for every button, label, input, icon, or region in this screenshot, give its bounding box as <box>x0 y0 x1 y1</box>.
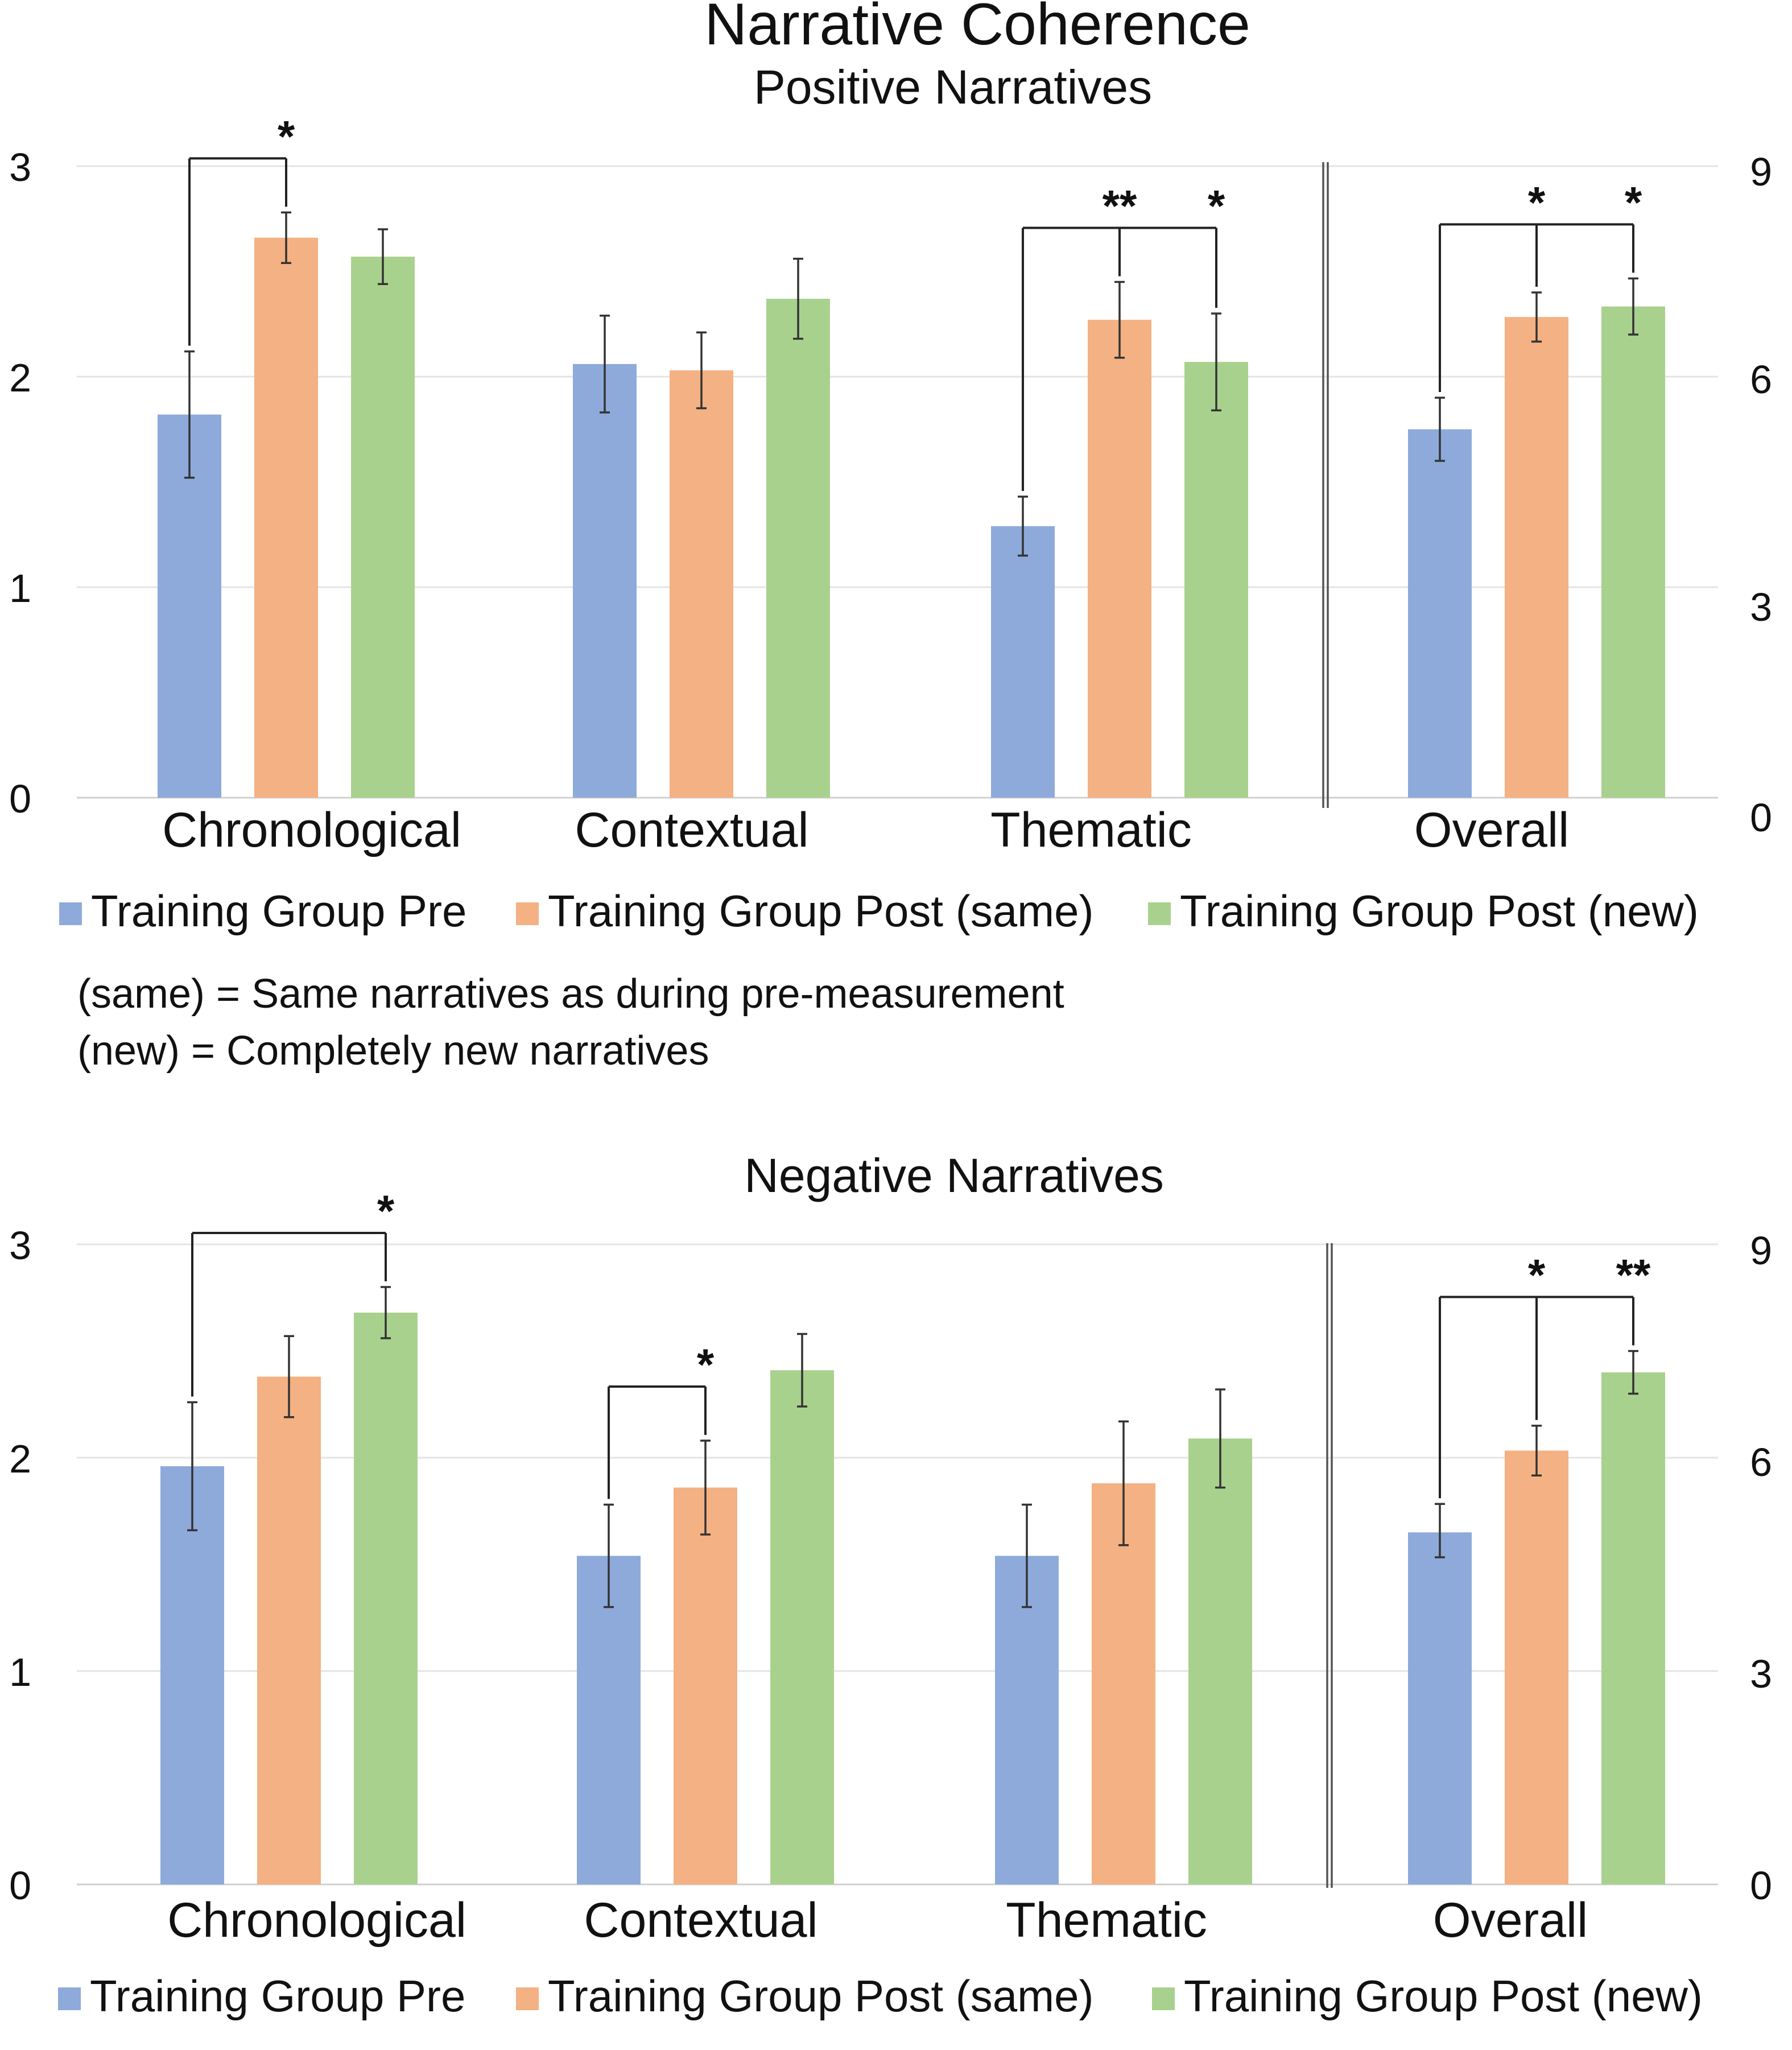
right-tick-label: 0 <box>1750 1863 1772 1908</box>
legend-label: Training Group Pre <box>90 1971 465 2021</box>
bar-overall-training-group-post-same <box>1505 317 1568 798</box>
bar-thematic-training-group-pre <box>991 526 1055 798</box>
bar-thematic-training-group-post-new <box>1188 1438 1252 1884</box>
legend-label: Training Group Post (new) <box>1184 1971 1703 2021</box>
significance-marker: * <box>1625 177 1642 227</box>
legend-swatch <box>1152 1987 1175 2010</box>
legend-label: Training Group Post (same) <box>548 886 1093 936</box>
legend-note: (new) = Completely new narratives <box>77 1028 709 1074</box>
bar-contextual-training-group-post-same <box>670 370 733 798</box>
bar-chronological-training-group-post-new <box>354 1313 418 1884</box>
right-tick-label: 9 <box>1750 150 1772 194</box>
right-tick-label: 0 <box>1750 795 1772 840</box>
significance-marker: ** <box>1616 1250 1651 1300</box>
legend-swatch <box>516 902 539 925</box>
category-label-overall: Overall <box>1414 803 1569 857</box>
significance-marker: * <box>278 111 295 161</box>
left-tick-label: 3 <box>9 1223 31 1268</box>
legend-swatch <box>59 902 82 925</box>
category-label-chronological: Chronological <box>162 803 461 857</box>
bar-chronological-training-group-post-same <box>254 237 318 798</box>
bar-contextual-training-group-post-same <box>674 1487 737 1884</box>
chart-panel-positive-narratives: Positive Narratives 0 1 2 3 0 3 6 9 Chronological… <box>9 60 1772 936</box>
bar-contextual-training-group-pre <box>573 364 637 798</box>
bar-overall-training-group-post-same <box>1505 1450 1568 1884</box>
left-tick-label: 3 <box>9 145 31 189</box>
bar-overall-training-group-post-new <box>1601 306 1665 798</box>
left-tick-label: 1 <box>9 566 31 611</box>
left-tick-label: 2 <box>9 1437 31 1481</box>
bar-overall-training-group-post-new <box>1601 1372 1665 1884</box>
category-label-contextual: Contextual <box>575 803 808 857</box>
right-tick-label: 3 <box>1750 1652 1772 1696</box>
significance-marker: * <box>377 1186 395 1236</box>
bar-contextual-training-group-post-new <box>770 1370 834 1884</box>
figure-title: Narrative Coherence <box>704 0 1250 57</box>
bar-chronological-training-group-post-new <box>351 257 415 798</box>
legend-label: Training Group Pre <box>91 886 466 936</box>
right-tick-label: 3 <box>1750 585 1772 629</box>
left-tick-label: 0 <box>9 777 31 821</box>
category-label-overall: Overall <box>1433 1893 1588 1948</box>
chart-panel-negative-narratives: Negative Narratives 0 1 2 3 0 3 6 9 Chronological… <box>9 1149 1772 2021</box>
category-label-chronological: Chronological <box>167 1893 466 1948</box>
category-label-contextual: Contextual <box>584 1893 817 1948</box>
left-tick-label: 0 <box>9 1863 31 1908</box>
panel-title: Positive Narratives <box>754 60 1152 114</box>
left-tick-label: 1 <box>9 1650 31 1694</box>
right-tick-label: 6 <box>1750 357 1772 402</box>
bar-thematic-training-group-post-same <box>1092 1483 1155 1884</box>
bar-overall-training-group-pre <box>1408 1532 1472 1884</box>
bar-thematic-training-group-pre <box>995 1556 1059 1884</box>
legend-swatch <box>1148 902 1171 925</box>
panel-title: Negative Narratives <box>744 1149 1164 1202</box>
bar-contextual-training-group-post-new <box>766 299 830 798</box>
significance-marker: * <box>697 1339 715 1389</box>
bar-chronological-training-group-pre <box>160 1466 224 1884</box>
legend-note: (same) = Same narratives as during pre-m… <box>77 971 1064 1017</box>
bar-thematic-training-group-post-same <box>1088 320 1151 798</box>
legend-swatch <box>516 1987 539 2010</box>
right-tick-label: 6 <box>1750 1440 1772 1484</box>
left-tick-label: 2 <box>9 356 31 400</box>
category-label-thematic: Thematic <box>1006 1893 1207 1948</box>
significance-marker: * <box>1528 1250 1546 1300</box>
bar-thematic-training-group-post-new <box>1184 362 1248 798</box>
significance-marker: ** <box>1103 181 1137 231</box>
category-label-thematic: Thematic <box>990 803 1192 857</box>
bar-overall-training-group-pre <box>1408 429 1472 798</box>
legend-label: Training Group Post (same) <box>548 1971 1093 2021</box>
bar-chronological-training-group-post-same <box>257 1376 321 1884</box>
significance-marker: * <box>1528 177 1546 227</box>
significance-marker: * <box>1208 181 1225 231</box>
bar-contextual-training-group-pre <box>577 1556 641 1884</box>
legend-label: Training Group Post (new) <box>1180 886 1699 936</box>
right-tick-label: 9 <box>1750 1228 1772 1273</box>
legend-swatch <box>58 1987 81 2010</box>
